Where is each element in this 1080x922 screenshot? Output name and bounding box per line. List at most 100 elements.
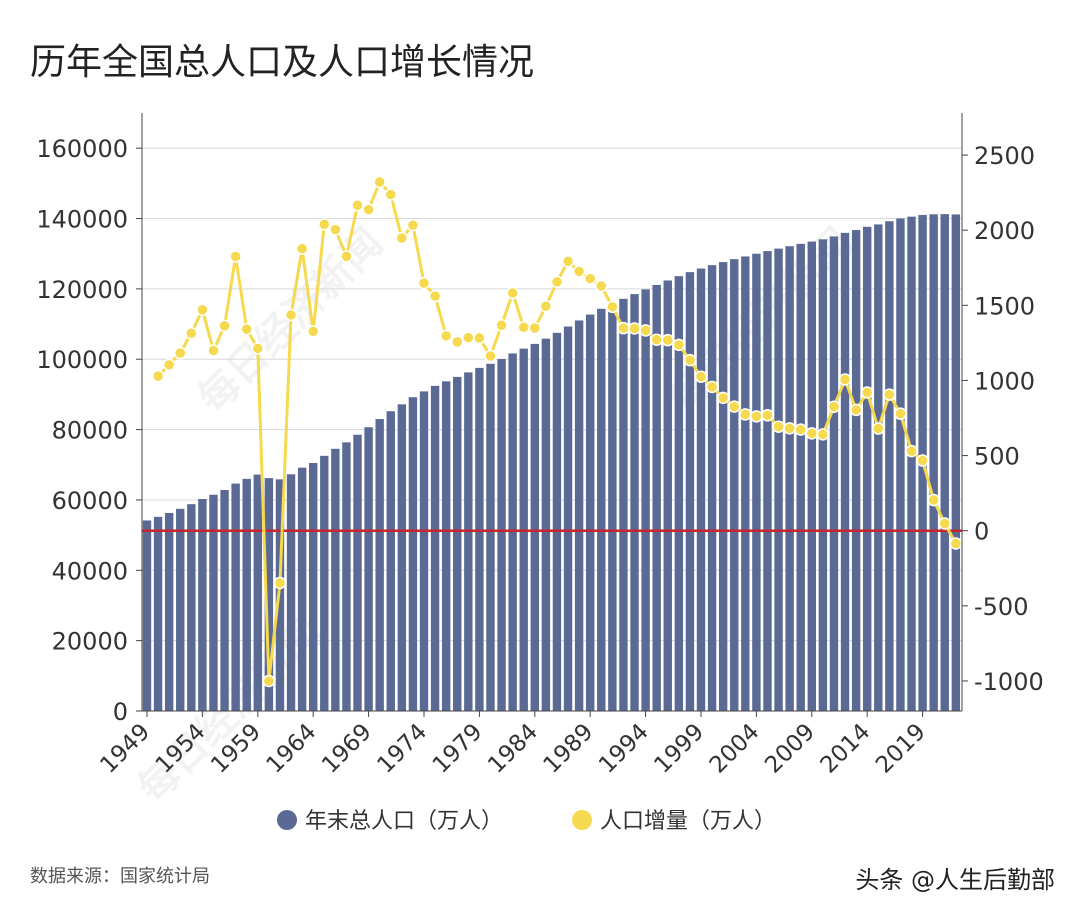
bar-1967 <box>342 442 351 711</box>
bar-1950 <box>153 516 163 711</box>
bar-1980 <box>486 363 495 711</box>
growth-point-1975 <box>428 289 442 303</box>
bar-1970 <box>375 419 384 711</box>
bar-2005 <box>763 251 772 711</box>
growth-point-1966 <box>329 223 342 236</box>
x-tick-label: 1984 <box>483 719 543 779</box>
growth-point-1955 <box>207 344 220 357</box>
x-tick-label: 1994 <box>594 719 654 779</box>
legend-label-population: 年末总人口（万人） <box>305 809 503 834</box>
bar-1962 <box>286 474 296 711</box>
bar-1968 <box>353 434 362 711</box>
growth-point-1954 <box>196 303 209 317</box>
right-tick-label: 1500 <box>974 292 1035 320</box>
growth-point-2006 <box>772 420 785 433</box>
growth-point-1978 <box>462 331 475 344</box>
bar-2011 <box>829 236 839 711</box>
left-tick-label: 60000 <box>52 487 128 515</box>
bar-1998 <box>685 272 695 711</box>
bar-1954 <box>198 499 207 711</box>
bar-1978 <box>464 372 473 711</box>
bar-1973 <box>408 397 418 711</box>
growth-point-1969 <box>362 203 375 216</box>
left-tick-label: 20000 <box>52 628 128 656</box>
x-tick-label: 1989 <box>539 719 599 779</box>
growth-point-1996 <box>661 333 675 347</box>
bar-2013 <box>851 230 861 711</box>
bar-1994 <box>641 289 650 711</box>
bar-1957 <box>231 483 240 711</box>
x-tick-label: 1979 <box>428 719 488 779</box>
bar-2004 <box>752 253 761 711</box>
growth-point-1989 <box>583 272 597 285</box>
bar-1991 <box>608 303 617 711</box>
growth-point-1964 <box>306 325 320 338</box>
legend-marker-population <box>277 810 297 830</box>
growth-point-1962 <box>284 308 298 322</box>
growth-point-1951 <box>162 358 176 372</box>
x-tick-label: 2009 <box>760 719 820 779</box>
bar-1996 <box>663 280 672 711</box>
growth-point-2011 <box>827 400 841 413</box>
left-tick-label: 120000 <box>36 276 128 304</box>
bar-1956 <box>220 489 229 711</box>
growth-point-1994 <box>639 324 652 337</box>
growth-point-2014 <box>860 386 874 399</box>
left-tick-label: 40000 <box>52 557 128 585</box>
x-tick-label: 2019 <box>871 719 931 779</box>
bar-1971 <box>386 411 395 711</box>
bar-2017 <box>896 218 905 711</box>
growth-point-1970 <box>373 175 386 189</box>
bar-1952 <box>176 508 185 711</box>
bar-1949 <box>142 520 152 711</box>
bar-2006 <box>774 248 783 711</box>
bar-1981 <box>497 358 506 711</box>
bar-2020 <box>929 214 938 711</box>
growth-point-2000 <box>705 380 719 394</box>
bar-1969 <box>364 427 373 711</box>
bar-1959 <box>253 474 262 711</box>
bar-1975 <box>430 385 440 711</box>
growth-point-1977 <box>450 335 464 349</box>
growth-point-1961 <box>273 576 287 590</box>
bar-1972 <box>397 404 407 711</box>
growth-point-1998 <box>683 353 697 367</box>
bar-1986 <box>552 332 562 711</box>
bar-1999 <box>696 268 706 711</box>
growth-point-2019 <box>916 454 929 467</box>
bar-1953 <box>187 504 196 711</box>
bar-1977 <box>453 376 462 711</box>
growth-point-1991 <box>606 300 619 314</box>
growth-point-2020 <box>927 493 940 507</box>
growth-point-1982 <box>506 286 519 300</box>
growth-point-1965 <box>318 218 331 231</box>
bar-2007 <box>785 246 794 712</box>
left-tick-label: 140000 <box>36 206 128 234</box>
bar-1976 <box>441 381 451 711</box>
bar-1987 <box>563 326 573 711</box>
bar-2008 <box>796 243 805 712</box>
growth-point-1980 <box>484 349 497 363</box>
growth-point-1985 <box>539 299 553 313</box>
bar-2016 <box>885 221 894 712</box>
bar-1988 <box>574 320 584 711</box>
x-tick-label: 1999 <box>649 719 709 779</box>
bar-1965 <box>320 455 329 711</box>
bar-1997 <box>674 276 684 711</box>
growth-point-1960 <box>262 674 276 688</box>
growth-point-1956 <box>218 319 231 333</box>
line-series <box>151 175 963 688</box>
bar-1966 <box>331 448 340 711</box>
growth-point-1963 <box>295 242 309 255</box>
growth-point-1997 <box>672 338 686 352</box>
growth-point-2002 <box>727 400 741 413</box>
right-tick-label: -500 <box>974 593 1028 621</box>
growth-point-1973 <box>406 218 420 232</box>
growth-point-1984 <box>528 321 542 335</box>
growth-point-2008 <box>794 423 807 436</box>
growth-point-2003 <box>739 408 752 421</box>
bar-1955 <box>209 494 218 711</box>
bar-1963 <box>297 467 307 711</box>
growth-point-1987 <box>561 255 575 268</box>
